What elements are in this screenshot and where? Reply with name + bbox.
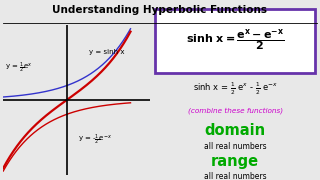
Text: $\bf{sinh\ x = \dfrac{e^x - e^{-x}}{2}}$: $\bf{sinh\ x = \dfrac{e^x - e^{-x}}{2}}$ bbox=[186, 28, 284, 53]
FancyBboxPatch shape bbox=[156, 9, 315, 73]
Text: Understanding Hyperbolic Functions: Understanding Hyperbolic Functions bbox=[52, 5, 268, 15]
Text: y = sinh x: y = sinh x bbox=[89, 50, 124, 55]
Text: y = $\frac{1}{2}$e$^x$: y = $\frac{1}{2}$e$^x$ bbox=[5, 61, 33, 75]
Text: (combine these functions): (combine these functions) bbox=[188, 107, 283, 114]
Text: all real numbers: all real numbers bbox=[204, 142, 267, 151]
Text: all real numbers: all real numbers bbox=[204, 172, 267, 180]
Text: domain: domain bbox=[204, 123, 266, 138]
Text: y = -$\frac{1}{2}$e$^{-x}$: y = -$\frac{1}{2}$e$^{-x}$ bbox=[78, 133, 112, 147]
Text: sinh x = $\frac{1}{2}$ e$^x$ - $\frac{1}{2}$ e$^{-x}$: sinh x = $\frac{1}{2}$ e$^x$ - $\frac{1}… bbox=[193, 81, 278, 97]
Text: range: range bbox=[211, 154, 259, 169]
